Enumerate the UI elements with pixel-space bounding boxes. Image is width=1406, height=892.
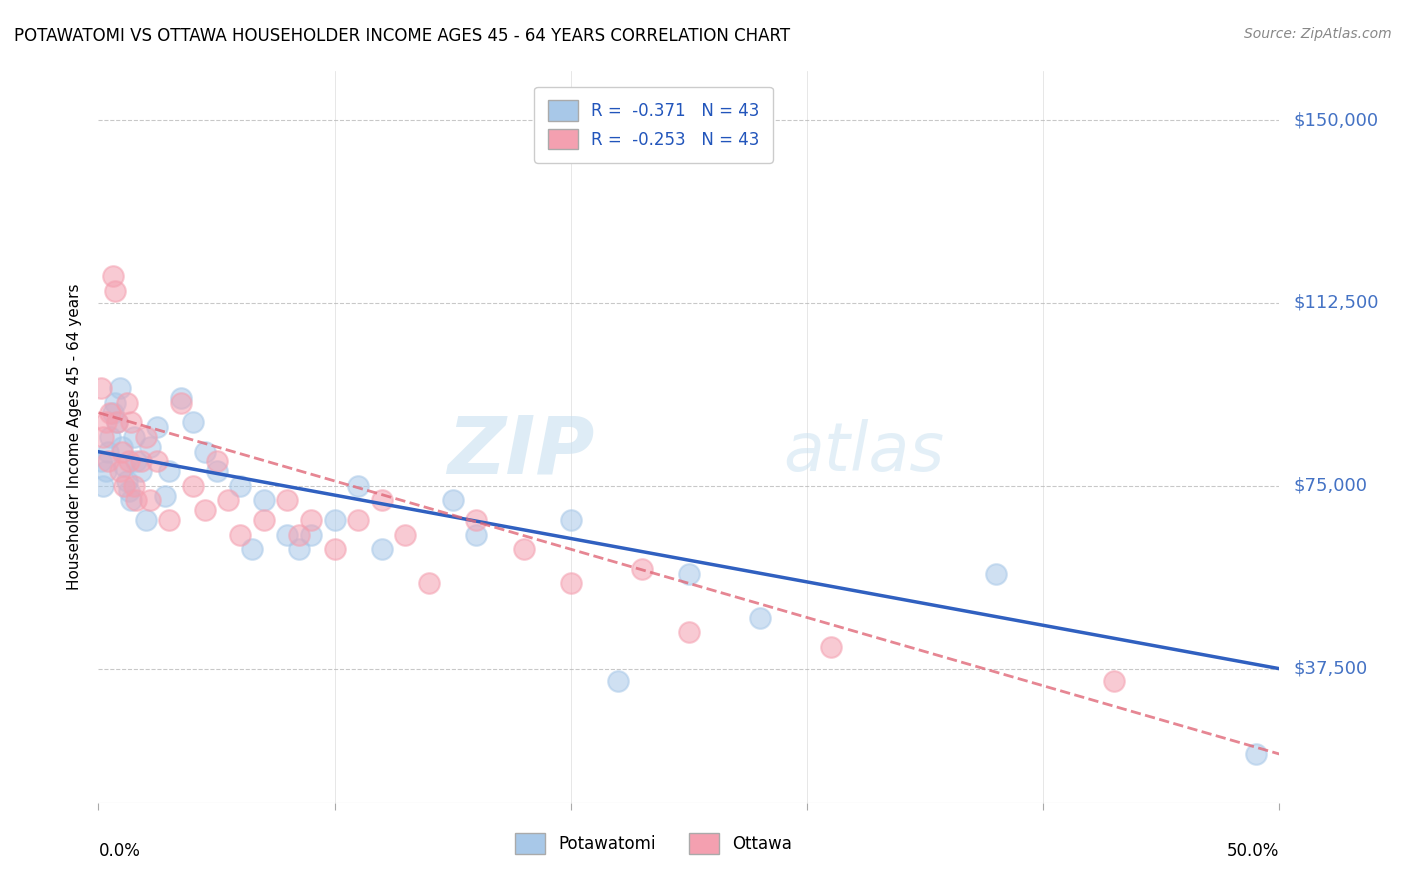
Point [118,454,141,468]
Point [98,406,121,420]
Point [253,513,276,527]
Point [394,527,416,541]
Point [820,640,842,654]
Point [157,464,180,478]
Point [441,493,464,508]
Legend: Potawatomi, Ottawa: Potawatomi, Ottawa [508,827,799,860]
Point [125,454,148,468]
Text: $75,000: $75,000 [1294,477,1368,495]
Point [122,479,145,493]
Point [418,576,440,591]
Point [108,464,131,478]
Point [560,513,582,527]
Text: $112,500: $112,500 [1294,294,1379,312]
Point [748,610,770,624]
Point [105,416,128,430]
Point [984,566,1007,581]
Point [108,381,131,395]
Text: atlas: atlas [783,418,945,484]
Point [91,430,114,444]
Text: ZIP: ZIP [447,413,595,491]
Point [323,513,346,527]
Point [111,440,134,454]
Point [194,444,217,458]
Point [146,454,169,468]
Point [118,483,141,498]
Point [678,625,700,640]
Point [299,527,322,541]
Text: Source: ZipAtlas.com: Source: ZipAtlas.com [1244,27,1392,41]
Point [91,479,114,493]
Point [371,493,394,508]
Point [253,493,276,508]
Point [630,562,652,576]
Text: POTAWATOMI VS OTTAWA HOUSEHOLDER INCOME AGES 45 - 64 YEARS CORRELATION CHART: POTAWATOMI VS OTTAWA HOUSEHOLDER INCOME … [14,27,790,45]
Point [288,542,311,557]
Point [94,464,117,478]
Point [101,269,124,284]
Point [139,440,162,454]
Point [465,527,488,541]
Point [153,489,176,503]
Point [94,416,117,430]
Point [347,513,370,527]
Point [157,513,180,527]
Y-axis label: Householder Income Ages 45 - 64 years: Householder Income Ages 45 - 64 years [67,284,83,591]
Point [129,464,152,478]
Text: $150,000: $150,000 [1294,112,1378,129]
Point [121,493,143,508]
Point [299,513,322,527]
Point [288,527,311,541]
Point [146,420,169,434]
Point [121,416,143,430]
Text: 0.0%: 0.0% [98,842,141,860]
Point [323,542,346,557]
Point [111,444,134,458]
Point [607,673,630,688]
Point [135,513,157,527]
Point [104,396,127,410]
Point [97,444,120,458]
Point [229,527,252,541]
Point [139,493,162,508]
Point [240,542,263,557]
Point [1244,747,1267,761]
Point [129,454,152,468]
Point [135,430,157,444]
Point [276,527,298,541]
Point [347,479,370,493]
Point [217,493,239,508]
Point [371,542,394,557]
Point [205,464,228,478]
Point [1102,673,1125,688]
Point [678,566,700,581]
Point [194,503,217,517]
Point [205,454,228,468]
Point [560,576,582,591]
Point [181,479,204,493]
Point [115,474,138,488]
Point [112,479,135,493]
Point [90,381,112,395]
Text: 50.0%: 50.0% [1227,842,1279,860]
Point [104,284,127,298]
Point [115,396,138,410]
Point [98,430,121,444]
Point [229,479,252,493]
Point [181,416,204,430]
Point [101,406,124,420]
Text: $37,500: $37,500 [1294,660,1368,678]
Point [122,430,145,444]
Point [125,493,148,508]
Point [465,513,488,527]
Point [90,454,112,468]
Point [170,396,193,410]
Point [276,493,298,508]
Point [170,391,193,405]
Point [105,416,128,430]
Point [512,542,534,557]
Point [112,459,135,474]
Point [97,454,120,468]
